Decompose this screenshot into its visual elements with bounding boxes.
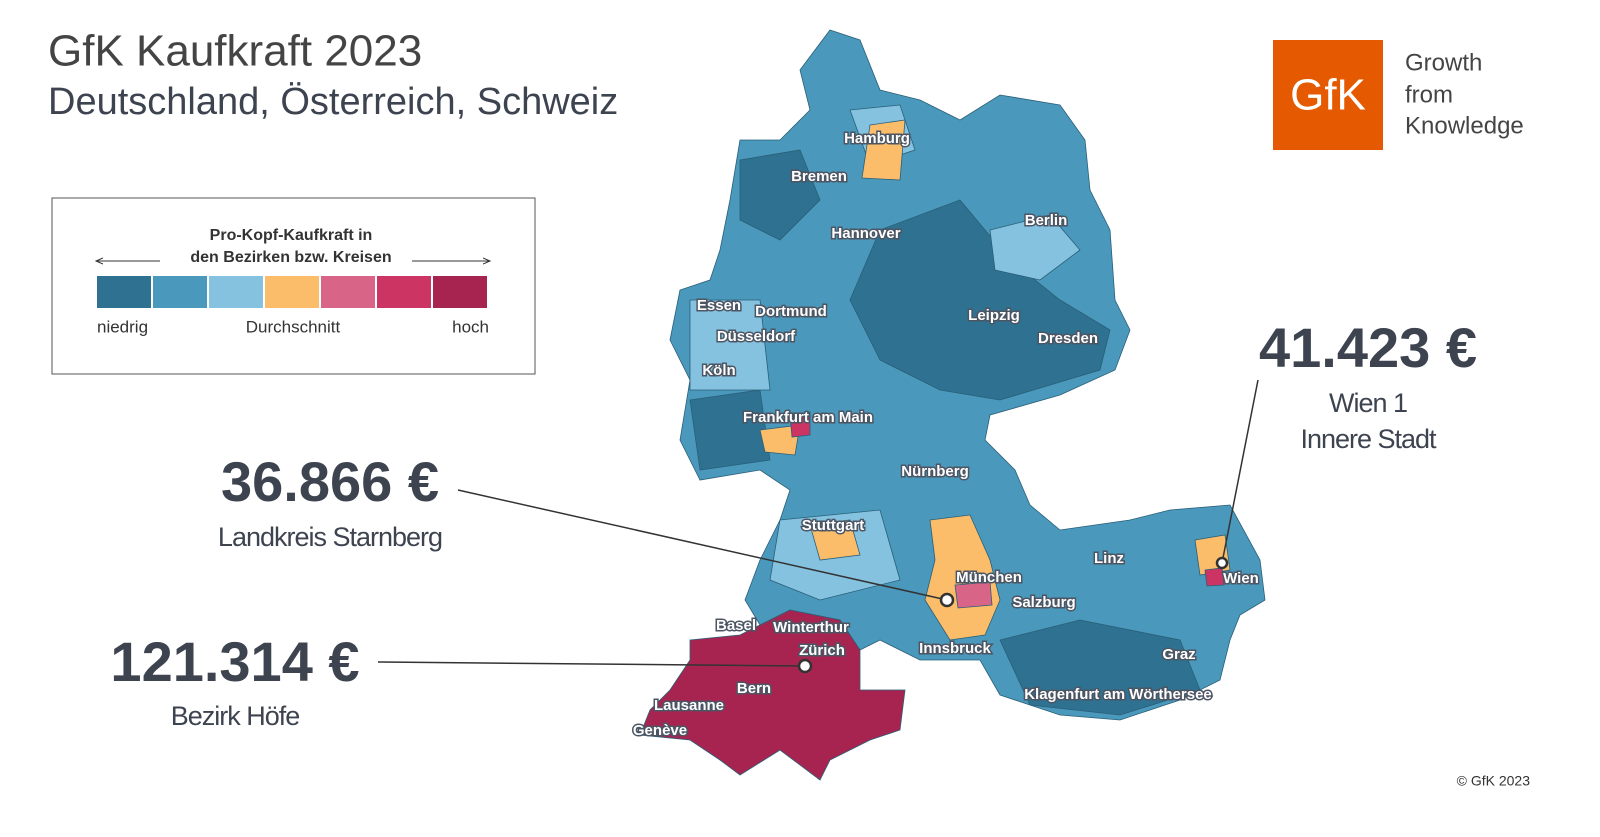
callout-label: Bezirk Höfe: [171, 701, 300, 731]
city-label: Zürich: [799, 642, 845, 659]
city-label: Frankfurt am Main: [743, 409, 873, 426]
city-label: Graz: [1162, 646, 1195, 663]
city-label: Linz: [1094, 550, 1124, 567]
city-label: Basel: [716, 617, 756, 634]
switzerland: [639, 609, 906, 781]
region-avg: [809, 519, 861, 561]
logo-tagline: Knowledge: [1405, 112, 1524, 139]
city-label: München: [956, 569, 1022, 586]
city-labels: Hamburg Bremen Berlin Hannover Essen Dortmund…: [631, 128, 1260, 740]
logo-mark: GfK: [1290, 71, 1366, 120]
city-label: Dresden: [1038, 330, 1098, 347]
callout-label: Wien 1: [1329, 388, 1407, 418]
callout-value: 41.423 €: [1259, 316, 1477, 379]
map: [639, 29, 1266, 781]
legend-label: niedrig: [97, 317, 148, 336]
city-label: Nürnberg: [901, 463, 969, 480]
legend-title: den Bezirken bzw. Kreisen: [190, 249, 391, 266]
subtitle: Deutschland, Österreich, Schweiz: [48, 81, 618, 123]
region-high: [789, 411, 811, 438]
dot: [797, 658, 813, 674]
legend-label: hoch: [452, 317, 489, 336]
legend-swatch: [265, 276, 319, 308]
region-dark: [689, 389, 771, 471]
city-label: Leipzig: [968, 307, 1020, 324]
leader-line: [457, 489, 948, 601]
leader-line: [1221, 379, 1259, 564]
city-label: Hannover: [831, 225, 900, 242]
logo-box: [1273, 40, 1383, 150]
city-label: Winterthur: [773, 619, 849, 636]
legend-swatch: [209, 276, 263, 308]
city-label: Wien: [1223, 570, 1259, 587]
callout-lines: [377, 379, 1259, 667]
region-light: [989, 214, 1081, 281]
legend-swatch: [377, 276, 431, 308]
legend-swatch: [321, 276, 375, 308]
region-dark: [739, 149, 821, 241]
city-label: Bremen: [791, 168, 847, 185]
callout-label: Innere Stadt: [1300, 424, 1437, 454]
city-label: Berlin: [1025, 212, 1068, 229]
legend-swatch: [433, 276, 487, 308]
city-label: Dortmund: [755, 303, 827, 320]
dot: [939, 592, 955, 608]
city-label: Bern: [737, 680, 771, 697]
callout-value: 36.866 €: [221, 450, 439, 513]
legend-label: Durchschnitt: [246, 317, 341, 336]
city-label: Stuttgart: [802, 517, 865, 534]
region-dark: [999, 619, 1201, 716]
dot: [1215, 556, 1229, 570]
logo-tagline: from: [1405, 81, 1453, 108]
region-avg: [759, 424, 801, 456]
callout-label: Landkreis Starnberg: [218, 522, 442, 552]
city-label: Innsbruck: [919, 640, 991, 657]
legend-swatch: [97, 276, 151, 308]
copyright: © GfK 2023: [1457, 773, 1531, 789]
city-label: Lausanne: [654, 697, 724, 714]
callouts: 41.423 € Wien 1 Innere Stadt 36.866 € Landkr…: [110, 316, 1477, 731]
legend: Pro-Kopf-Kaufkraft in den Bezirken bzw. K…: [97, 227, 489, 336]
region-high: [954, 581, 993, 609]
title: GfK Kaufkraft 2023: [48, 27, 422, 76]
legend-swatch: [153, 276, 207, 308]
region-avg: [924, 514, 1001, 641]
logo-tagline: Growth: [1405, 49, 1482, 76]
city-label: Genève: [633, 722, 687, 739]
city-label: Düsseldorf: [717, 328, 796, 345]
city-label: Köln: [702, 362, 735, 379]
region-high: [1204, 567, 1225, 587]
city-label: Essen: [697, 297, 741, 314]
city-label: Salzburg: [1012, 594, 1075, 611]
city-label: Hamburg: [844, 130, 910, 147]
callout-dots: [797, 556, 1229, 674]
legend-title: Pro-Kopf-Kaufkraft in: [210, 227, 373, 244]
region-avg: [861, 119, 906, 181]
city-label: Klagenfurt am Wörthersee: [1024, 686, 1212, 703]
leader-line: [377, 661, 806, 667]
callout-value: 121.314 €: [110, 630, 359, 693]
region-light: [689, 299, 771, 391]
